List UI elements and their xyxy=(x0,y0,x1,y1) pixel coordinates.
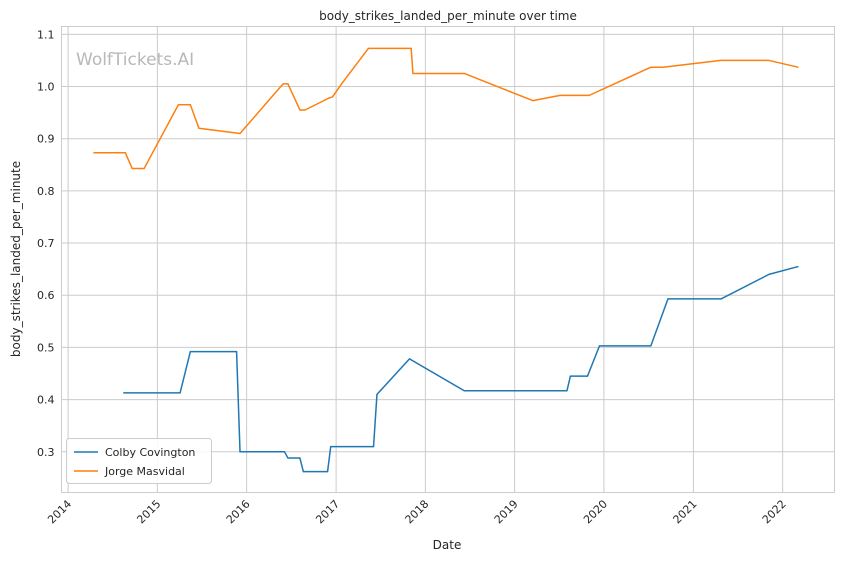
y-tick-label: 1.1 xyxy=(37,28,55,41)
data-point-colby-covington xyxy=(586,375,589,377)
data-point-jorge-masvidal xyxy=(124,152,126,154)
plot-area-frame xyxy=(61,26,835,493)
data-point-colby-covington xyxy=(598,345,601,347)
y-tick-label: 0.3 xyxy=(37,446,55,459)
watermark: WolfTickets.AI xyxy=(76,50,194,70)
data-point-colby-covington xyxy=(376,393,378,395)
legend-box xyxy=(66,438,212,484)
data-point-colby-covington xyxy=(463,390,465,392)
data-point-jorge-masvidal xyxy=(239,132,241,135)
data-point-colby-covington xyxy=(720,298,722,300)
data-point-jorge-masvidal xyxy=(588,94,590,96)
data-point-jorge-masvidal xyxy=(131,167,133,170)
data-point-jorge-masvidal xyxy=(189,104,191,106)
data-point-colby-covington xyxy=(326,471,329,473)
data-point-jorge-masvidal xyxy=(797,66,799,68)
series-line-colby-covington xyxy=(123,265,799,473)
data-point-jorge-masvidal xyxy=(410,47,412,50)
data-point-jorge-masvidal xyxy=(559,94,561,96)
data-point-colby-covington xyxy=(330,445,332,448)
data-point-jorge-masvidal xyxy=(299,109,301,111)
y-tick-label: 0.9 xyxy=(37,133,55,146)
data-point-colby-covington xyxy=(667,298,669,300)
data-point-colby-covington xyxy=(283,451,286,453)
y-tick-label: 0.4 xyxy=(37,394,55,407)
data-point-jorge-masvidal xyxy=(287,83,289,85)
legend-label-jorge-masvidal: Jorge Masvidal xyxy=(104,465,185,478)
data-point-jorge-masvidal xyxy=(650,66,652,68)
data-point-colby-covington xyxy=(408,358,411,360)
data-point-jorge-masvidal xyxy=(304,109,306,111)
y-tick-label: 0.8 xyxy=(37,185,55,198)
data-point-colby-covington xyxy=(189,351,191,353)
y-tick-label: 0.5 xyxy=(37,341,55,354)
y-tick-label: 1.0 xyxy=(37,81,55,94)
data-point-colby-covington xyxy=(650,345,652,347)
legend-label-colby-covington: Colby Covington xyxy=(105,446,195,459)
data-point-jorge-masvidal xyxy=(177,104,179,106)
data-point-colby-covington xyxy=(566,390,568,392)
data-point-colby-covington xyxy=(235,351,238,353)
chart-title: body_strikes_landed_per_minute over time xyxy=(319,9,577,23)
data-point-jorge-masvidal xyxy=(412,72,414,75)
data-point-jorge-masvidal xyxy=(143,167,145,170)
data-point-colby-covington xyxy=(179,392,181,394)
data-point-jorge-masvidal xyxy=(768,59,770,62)
data-point-colby-covington xyxy=(239,451,241,453)
data-point-colby-covington xyxy=(797,265,799,268)
data-point-jorge-masvidal xyxy=(532,100,534,102)
data-point-colby-covington xyxy=(299,457,301,459)
data-point-jorge-masvidal xyxy=(93,152,95,154)
data-point-colby-covington xyxy=(372,445,375,448)
data-point-jorge-masvidal xyxy=(662,66,664,68)
data-point-colby-covington xyxy=(569,375,571,377)
data-point-colby-covington xyxy=(768,273,770,275)
grid xyxy=(61,26,835,493)
data-point-jorge-masvidal xyxy=(720,59,722,62)
data-point-jorge-masvidal xyxy=(198,127,200,129)
y-tick-label: 0.7 xyxy=(37,237,55,250)
data-point-colby-covington xyxy=(302,471,304,473)
y-axis-ticks: 0.3 0.4 0.5 0.6 0.7 0.8 0.9 1.0 1.1 xyxy=(37,28,55,458)
data-point-jorge-masvidal xyxy=(367,47,369,50)
y-axis-label: body_strikes_landed_per_minute xyxy=(9,161,23,357)
data-point-colby-covington xyxy=(287,457,289,459)
data-point-jorge-masvidal xyxy=(282,83,284,85)
legend: Colby Covington Jorge Masvidal xyxy=(66,438,212,484)
data-point-jorge-masvidal xyxy=(331,96,334,98)
data-point-jorge-masvidal xyxy=(463,72,465,75)
x-axis-label: Date xyxy=(433,538,462,552)
data-point-jorge-masvidal xyxy=(342,81,344,83)
data-point-jorge-masvidal xyxy=(328,97,330,99)
series-layer xyxy=(93,47,799,473)
y-tick-label: 0.6 xyxy=(37,289,55,302)
data-point-colby-covington xyxy=(123,392,125,394)
